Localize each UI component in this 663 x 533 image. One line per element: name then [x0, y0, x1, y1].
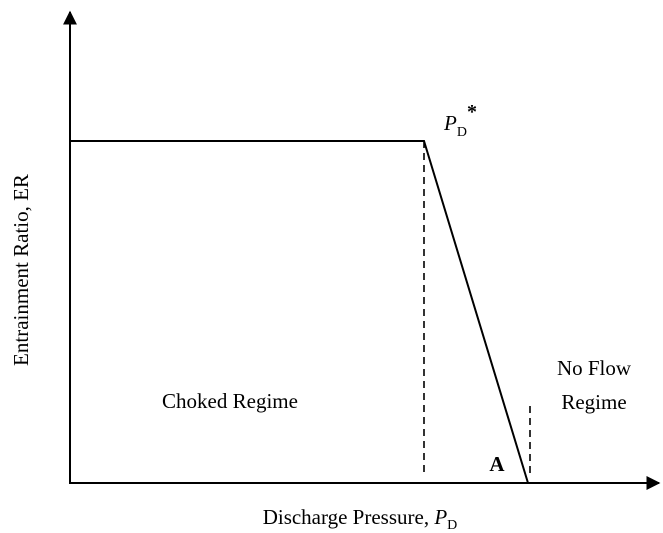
critical-point-label: PD*: [443, 101, 477, 140]
choked-regime-label: Choked Regime: [162, 389, 298, 413]
y-axis-label: Entrainment Ratio, ER: [9, 174, 33, 366]
performance-curve: [70, 140, 529, 484]
no-flow-label: Regime: [561, 390, 626, 414]
x-axis-label: Discharge Pressure, PD: [263, 505, 458, 533]
point-a-label: A: [489, 452, 505, 476]
no-flow-label: No Flow: [557, 356, 632, 380]
